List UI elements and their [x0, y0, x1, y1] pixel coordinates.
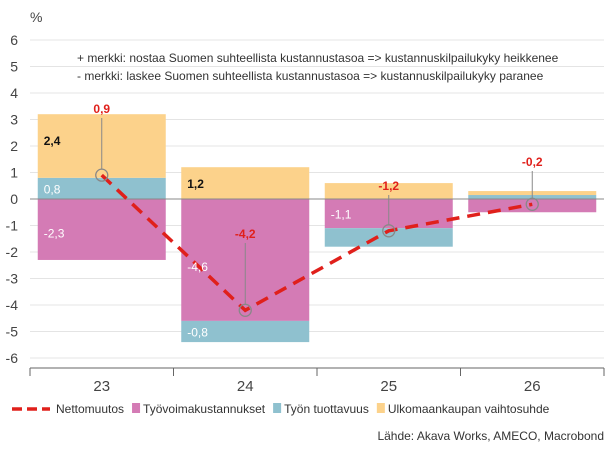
net-change-value-label: 0,9 — [93, 102, 110, 116]
y-tick-label: -1 — [6, 218, 19, 234]
legend-label: Työn tuottavuus — [284, 402, 369, 416]
y-tick-label: 0 — [10, 191, 18, 207]
segment-value-label: 0,8 — [44, 182, 61, 196]
segment-value-label: -4,6 — [187, 260, 208, 274]
bars — [37, 114, 597, 343]
y-tick-label: 4 — [10, 85, 18, 101]
data-labels: -2,3 0,8 2,4 -4,6 -0,8 1,2 -1,1 — [44, 134, 352, 339]
net-change-value-label: -0,2 — [522, 155, 543, 169]
bar-segment — [37, 177, 166, 199]
bar-segment — [324, 183, 453, 199]
net-change-line: 0,9 -4,2 -1,2 -0,2 — [93, 102, 543, 317]
x-tick-label: 23 — [93, 378, 110, 395]
segment-value-label: -1,1 — [331, 208, 352, 222]
bar-segment — [181, 320, 310, 343]
legend-label: Työvoimakustannukset — [143, 402, 266, 416]
bar-segment — [37, 199, 166, 260]
y-tick-label: 1 — [10, 165, 18, 181]
y-tick-label: 6 — [10, 32, 18, 48]
y-tick-label: -3 — [6, 271, 19, 287]
legend-swatch — [273, 403, 282, 413]
legend-swatch — [132, 403, 141, 413]
source-text: Lähde: Akava Works, AMECO, Macrobond — [377, 429, 604, 443]
x-tick-label: 25 — [380, 378, 397, 395]
y-tick-label: -2 — [6, 244, 19, 260]
y-tick-label: 2 — [10, 138, 18, 154]
y-axis-unit: % — [30, 9, 42, 25]
y-tick-label: -4 — [6, 297, 19, 313]
y-tick-label: -5 — [6, 324, 19, 340]
annotation-plus: + merkki: nostaa Suomen suhteellista kus… — [77, 51, 559, 65]
segment-value-label: 1,2 — [187, 177, 204, 191]
net-change-value-label: -1,2 — [378, 179, 399, 193]
segment-value-label: -2,3 — [44, 227, 65, 241]
x-tick-label: 24 — [237, 378, 254, 395]
net-change-series-line — [100, 173, 533, 313]
segment-value-label: 2,4 — [44, 134, 61, 148]
legend-label: Nettomuutos — [56, 402, 124, 416]
x-tick-label: 26 — [524, 378, 541, 395]
x-axis: 23 24 25 26 — [29, 367, 605, 395]
bar-segment — [181, 167, 310, 199]
y-axis-ticks: 6 5 4 3 2 1 0 -1 -2 -3 -4 -5 -6 — [6, 32, 19, 366]
segment-value-label: -0,8 — [187, 326, 208, 340]
y-tick-label: 5 — [10, 59, 18, 75]
y-tick-label: -6 — [6, 350, 19, 366]
y-tick-label: 3 — [10, 112, 18, 128]
legend-swatch — [376, 403, 385, 413]
legend-label: Ulkomaankaupan vaihtosuhde — [388, 402, 550, 416]
annotations: + merkki: nostaa Suomen suhteellista kus… — [77, 51, 559, 83]
annotation-minus: - merkki: laskee Suomen suhteellista kus… — [77, 69, 544, 83]
legend: Nettomuutos Työvoimakustannukset Työn tuot… — [12, 402, 550, 416]
net-change-value-label: -4,2 — [235, 227, 256, 241]
